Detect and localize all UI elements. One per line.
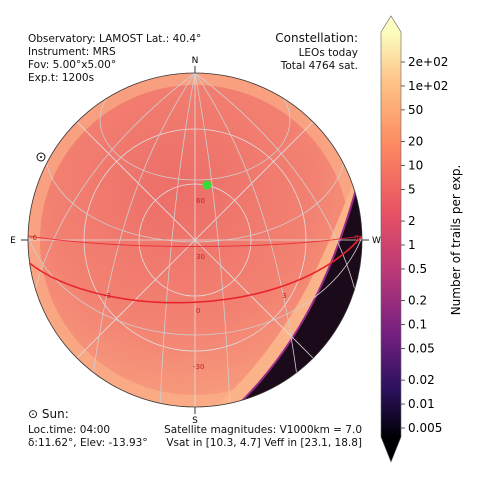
colorbar-bottom-arrow <box>381 437 401 462</box>
colorbar-tick-label: 0.02 <box>408 373 435 387</box>
colorbar-tick-label: 1 <box>408 238 416 252</box>
exposure-label: Exp.t: 1200s <box>28 72 95 84</box>
colorbar-tick-label: 2 <box>408 214 416 228</box>
horizon-line <box>28 235 362 247</box>
sun-local-time: Loc.time: 04:00 <box>28 424 111 436</box>
ha-label-minus3: -3 <box>104 292 111 300</box>
colorbar-tick-label: 0.5 <box>408 262 427 276</box>
fov-label: Fov: 5.00°x5.00° <box>28 59 117 71</box>
ha-label-6: 6 <box>354 234 359 242</box>
colorbar-label: Number of trails per exp. <box>449 165 463 316</box>
dec-labels: 60 30 0 -30 <box>193 197 205 371</box>
celestial-equator <box>28 235 362 304</box>
compass-east: E <box>10 236 16 246</box>
ha-label-minus6: -6 <box>30 234 38 242</box>
dec-label-0: 0 <box>196 307 200 315</box>
compass-west: W <box>372 236 381 246</box>
azimuth-grid <box>28 73 362 407</box>
colorbar-tick-label: 0.005 <box>408 421 442 435</box>
observatory-label: Observatory: LAMOST Lat.: 40.4° <box>28 33 202 45</box>
sun-coordinates: δ:11.62°, Elev: -13.93° <box>28 437 148 449</box>
sun-icon: ⊙ <box>28 407 39 421</box>
sun-title: ⊙ Sun: <box>28 408 69 421</box>
colorbar-tick-label: 50 <box>408 103 423 117</box>
total-satellites: Total 4764 sat. <box>280 60 358 72</box>
target-marker <box>202 180 212 190</box>
instrument-label: Instrument: MRS <box>28 46 116 58</box>
constellation-name: LEOs today <box>298 47 358 59</box>
dec-label-minus30: -30 <box>193 363 204 371</box>
ha-labels: -6 -3 3 6 <box>30 234 359 300</box>
compass-ticks <box>21 66 369 414</box>
compass-north: N <box>192 56 199 66</box>
colorbar: 2e+02 1e+02 50 20 10 5 2 1 0.5 0.2 0.1 0.05 0.02 0.01… <box>380 15 463 463</box>
satellite-magnitudes: Satellite magnitudes: V1000km = 7.0 <box>164 424 362 436</box>
sun-position-icon <box>36 152 46 162</box>
magnitude-ranges: Vsat in [10.3, 4.7] Veff in [23.1, 18.8] <box>166 437 362 449</box>
colorbar-tick-label: 1e+02 <box>408 79 448 93</box>
constellation-title: Constellation: <box>275 31 358 45</box>
colorbar-tick-label: 0.1 <box>408 318 427 332</box>
colorbar-top-arrow <box>381 16 401 32</box>
colorbar-tick-label: 0.2 <box>408 294 427 308</box>
ha-label-3: 3 <box>282 292 286 300</box>
colorbar-ticks: 2e+02 1e+02 50 20 10 5 2 1 0.5 0.2 0.1 0.05 0.02 0.01… <box>401 55 448 435</box>
colorbar-fill <box>381 32 401 437</box>
dec-label-60: 60 <box>196 197 205 205</box>
colorbar-tick-label: 0.05 <box>408 341 435 355</box>
colorbar-tick-label: 20 <box>408 135 423 149</box>
colorbar-tick-label: 2e+02 <box>408 55 448 69</box>
colorbar-tick-label: 10 <box>408 158 423 172</box>
sky-disc <box>28 73 362 407</box>
colorbar-tick-label: 5 <box>408 182 416 196</box>
dec-label-30: 30 <box>196 253 205 261</box>
colorbar-tick-label: 0.01 <box>408 397 435 411</box>
sun-title-text: Sun: <box>41 407 69 421</box>
compass-south: S <box>192 416 198 426</box>
